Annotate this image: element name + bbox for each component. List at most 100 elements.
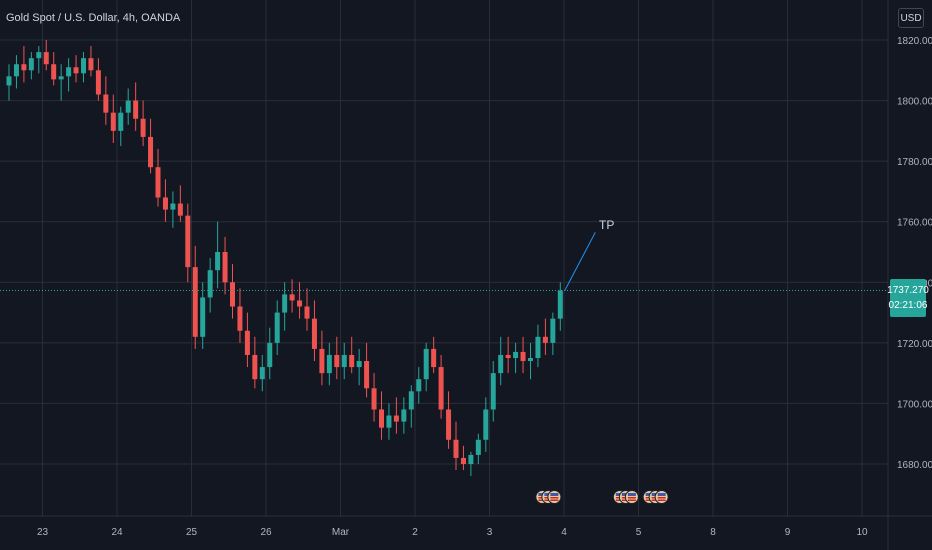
- time-axis[interactable]: 23242526Mar23458910111215: [0, 515, 932, 538]
- candle: [95, 58, 101, 101]
- candle-body: [498, 354, 504, 374]
- candle-body: [155, 167, 161, 198]
- candle-body: [125, 100, 131, 113]
- candle-body: [356, 361, 362, 368]
- time-tick-label: 26: [260, 527, 272, 538]
- time-tick-label: Mar: [332, 527, 350, 538]
- candle-body: [259, 367, 265, 380]
- candle-body: [237, 306, 243, 331]
- candle-body: [148, 136, 154, 168]
- price-tick-label: 1800.000: [897, 97, 932, 108]
- candle: [364, 342, 370, 398]
- candle-body: [490, 373, 496, 410]
- candle-body: [557, 290, 563, 319]
- bar-countdown: 02:21:06: [888, 300, 928, 311]
- candle-body: [200, 297, 206, 337]
- candle: [334, 336, 340, 380]
- us-flag-event-icon: [642, 490, 669, 504]
- candle: [170, 191, 176, 228]
- candle-body: [364, 361, 370, 389]
- candle-body: [423, 348, 429, 380]
- candles: [6, 40, 563, 477]
- candle: [125, 88, 131, 125]
- time-tick-label: 5: [636, 527, 642, 538]
- overlay: TP: [0, 218, 888, 292]
- candle-body: [185, 215, 191, 268]
- candle: [453, 421, 459, 471]
- candle-body: [73, 67, 79, 74]
- time-tick-label: 10: [856, 527, 868, 538]
- candle-body: [43, 52, 49, 65]
- flag-stripe: [550, 497, 559, 499]
- candle-body: [21, 64, 27, 71]
- price-axis[interactable]: 1680.0001700.0001720.0001740.0001760.000…: [887, 0, 932, 550]
- candle: [416, 367, 422, 404]
- candle-body: [341, 354, 347, 368]
- candle-body: [244, 330, 250, 355]
- candle-body: [379, 409, 384, 428]
- candle: [438, 354, 444, 419]
- candle-body: [110, 112, 116, 131]
- candle: [140, 100, 146, 146]
- candle-body: [349, 354, 355, 368]
- candle-body: [162, 197, 168, 210]
- candle: [468, 451, 474, 477]
- candle-body: [13, 64, 19, 77]
- candle: [230, 264, 235, 319]
- candle-body: [334, 354, 340, 368]
- candle: [222, 236, 228, 295]
- candle: [356, 348, 362, 386]
- time-tick-label: 24: [111, 527, 123, 538]
- candle: [28, 52, 34, 80]
- tp-annotation-label: TP: [599, 218, 614, 232]
- candle: [483, 397, 489, 452]
- candle: [386, 403, 392, 440]
- candle-body: [416, 379, 422, 392]
- candle-body: [386, 415, 392, 428]
- candle: [13, 55, 19, 89]
- candle-body: [267, 342, 273, 368]
- last-price-value: 1737.270: [887, 285, 929, 296]
- candle-body: [542, 336, 548, 343]
- candle: [43, 40, 49, 71]
- candle-body: [222, 252, 228, 283]
- candle-body: [453, 439, 459, 458]
- candle: [289, 279, 295, 313]
- candle-body: [401, 409, 407, 422]
- candle: [520, 336, 526, 374]
- candle: [274, 300, 280, 355]
- candle-body: [513, 351, 519, 358]
- candle: [192, 245, 198, 349]
- candle: [423, 342, 429, 392]
- candle-body: [505, 354, 511, 358]
- candle-body: [304, 306, 310, 319]
- flag-canton: [550, 493, 559, 496]
- candle-body: [58, 76, 64, 80]
- candle-body: [282, 294, 288, 313]
- time-tick-label: 4: [561, 527, 567, 538]
- candle-body: [311, 318, 317, 349]
- candle-body: [140, 118, 146, 137]
- candle: [73, 55, 79, 83]
- candle: [341, 342, 347, 380]
- candle-body: [520, 351, 526, 362]
- candle: [51, 52, 57, 86]
- candle: [252, 336, 258, 389]
- candle-body: [528, 358, 533, 362]
- candle-body: [446, 409, 452, 440]
- candle: [304, 288, 310, 331]
- candle-body: [535, 336, 541, 358]
- symbol-title[interactable]: Gold Spot / U.S. Dollar, 4h, OANDA: [6, 12, 181, 24]
- candle: [148, 118, 154, 174]
- currency-button[interactable]: USD: [898, 8, 924, 28]
- candle-body: [274, 312, 280, 343]
- candle-body: [408, 391, 414, 410]
- candle: [557, 282, 563, 331]
- candle-body: [66, 67, 72, 77]
- last-price-tag: 1737.270 02:21:06: [887, 279, 929, 317]
- candle: [6, 64, 12, 101]
- candle-body: [252, 354, 258, 380]
- candle-body: [207, 270, 213, 298]
- time-tick-label: 3: [487, 527, 493, 538]
